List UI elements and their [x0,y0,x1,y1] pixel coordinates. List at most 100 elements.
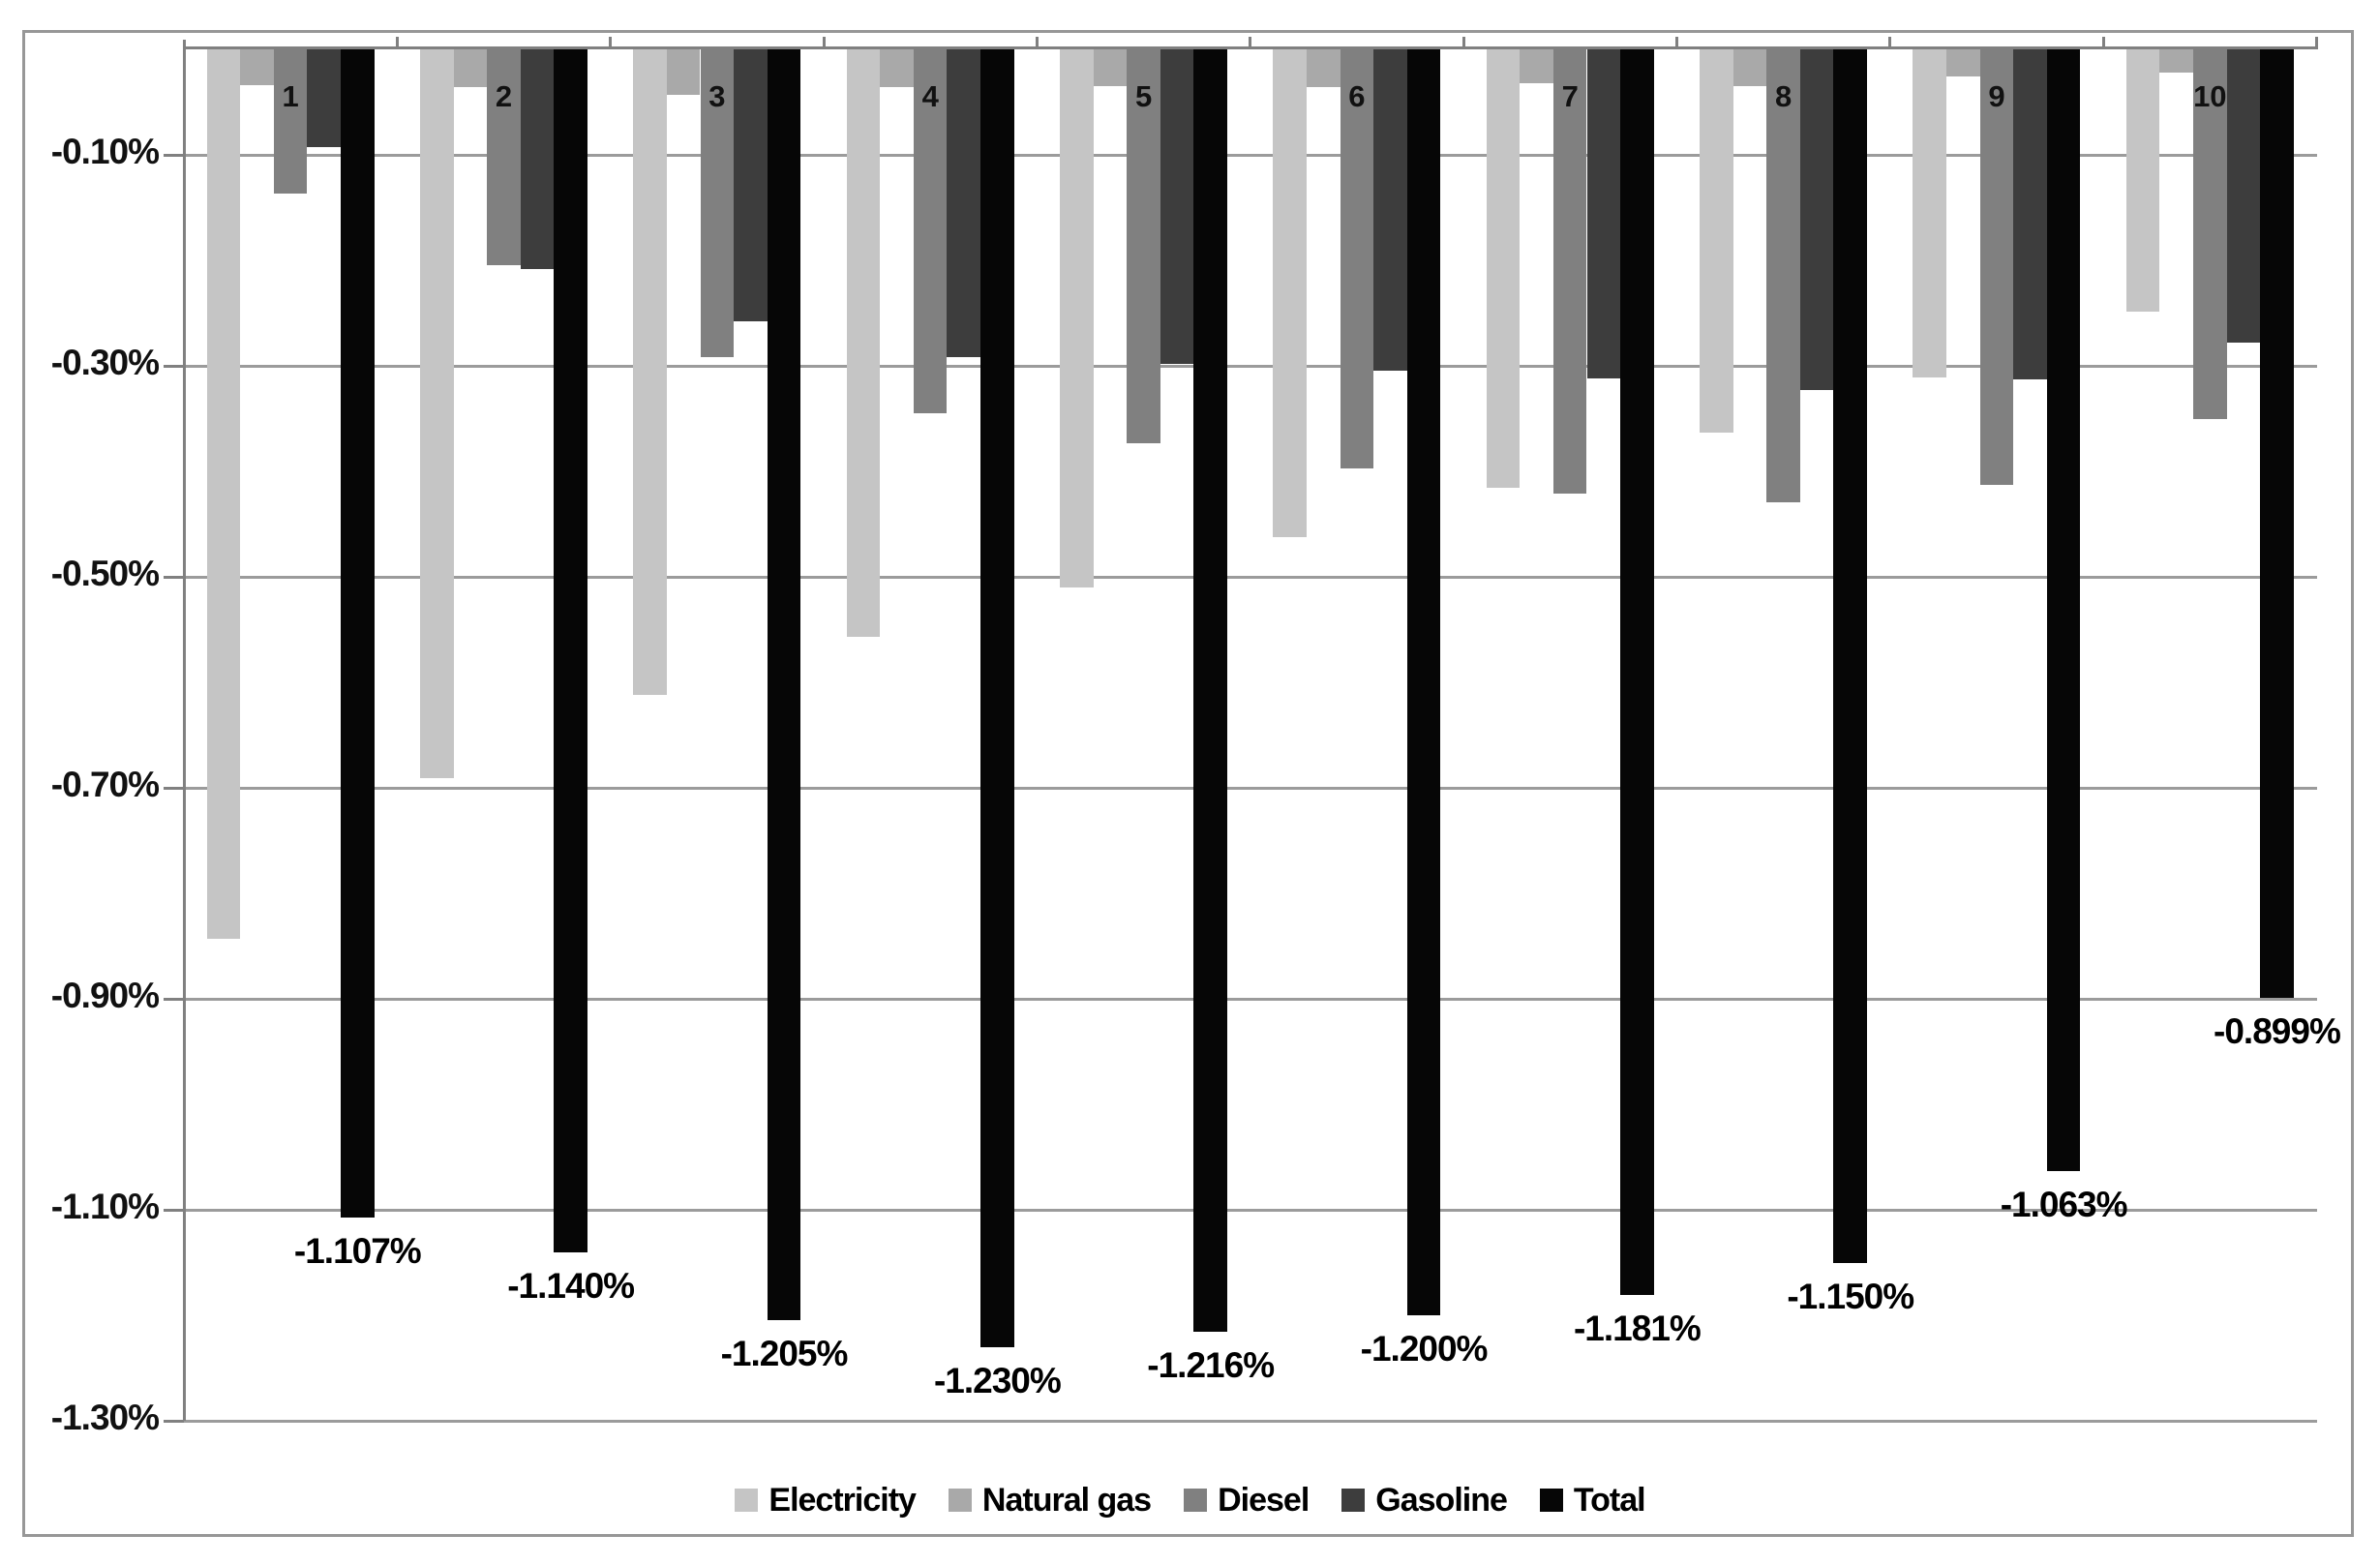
bar-diesel [700,49,735,358]
bar-diesel [1340,49,1374,468]
bar-diesel [913,49,948,414]
bar-total [1833,49,1868,1263]
total-value-label: -1.140% [507,1265,635,1306]
legend-item-total: Total [1539,1482,1646,1520]
bar-natural-gas [1306,49,1341,88]
bar-natural-gas [1520,49,1553,83]
bar-electricity [633,49,667,696]
bar-total [767,49,801,1321]
total-value-label: -0.899% [2214,1010,2341,1051]
group-label: 10 [2193,79,2227,113]
legend: Electricity Natural gas Diesel Gasoline Tota… [0,1473,2380,1527]
group-label: 8 [1775,79,1793,113]
bar-diesel [273,49,308,195]
total-value-label: -1.063% [2000,1184,2128,1224]
y-axis-tick [164,575,184,579]
bar-electricity [1913,49,1946,377]
category-tick [1461,37,1465,49]
bar-electricity [846,49,881,638]
y-axis-label: -0.50% [50,554,160,593]
bar-diesel [1552,49,1587,494]
y-axis-label: -0.90% [50,976,160,1015]
bar-gasoline [947,49,981,358]
total-value-label: -1.181% [1573,1309,1702,1349]
bar-electricity [206,49,241,939]
legend-marker-icon [1184,1489,1208,1512]
category-tick [1035,37,1039,49]
legend-item-electricity: Electricity [735,1481,917,1520]
legend-label: Electricity [768,1481,917,1519]
gridline [184,1419,2317,1423]
bar-diesel [2192,49,2227,419]
gridline [184,153,2317,157]
bar-electricity [1060,49,1094,587]
chart-outer-border [22,30,2354,1537]
bar-electricity [1700,49,1733,433]
bar-natural-gas [453,49,488,88]
gridline [184,997,2317,1001]
bar-gasoline [1160,49,1194,364]
gridline [184,786,2317,790]
bar-natural-gas [2159,49,2193,73]
category-tick [395,37,399,49]
zero-baseline [184,46,2317,49]
legend-marker-icon [735,1489,759,1512]
category-tick [822,37,826,49]
y-axis-label: -0.10% [50,132,160,171]
legend-item-gasoline: Gasoline [1341,1481,1508,1520]
category-tick [1674,37,1678,49]
bar-diesel [487,49,521,266]
bar-gasoline [2013,49,2047,380]
bar-total [2260,49,2294,998]
bar-total [554,49,587,1252]
bar-electricity [1273,49,1307,537]
y-axis-tick [164,364,184,368]
bar-gasoline [734,49,768,322]
category-tick [2101,37,2105,49]
bar-total [341,49,375,1218]
bar-electricity [1486,49,1521,489]
legend-marker-icon [1539,1489,1563,1512]
group-label: 6 [1348,79,1366,113]
bar-natural-gas [1732,49,1767,87]
y-axis-label: -1.10% [50,1187,160,1226]
y-axis-tick [164,786,184,790]
category-tick [2315,37,2318,49]
group-label: 7 [1561,79,1579,113]
y-axis-label: -0.30% [50,343,160,382]
y-axis-tick [164,997,184,1001]
bar-total [1620,49,1654,1296]
total-value-label: -1.230% [933,1360,1062,1400]
legend-item-diesel: Diesel [1184,1481,1310,1520]
legend-marker-icon [1341,1489,1366,1512]
bar-total [980,49,1014,1347]
y-axis-tick [164,1208,184,1212]
y-axis-line [182,40,186,1421]
y-axis-tick [164,1419,184,1423]
group-label: 5 [1134,79,1153,113]
legend-item-natural-gas: Natural gas [948,1481,1152,1520]
total-value-label: -1.216% [1147,1345,1275,1386]
legend-label: Diesel [1218,1481,1310,1519]
bar-gasoline [307,49,341,148]
group-label: 3 [708,79,726,113]
y-axis-tick [164,153,184,157]
total-value-label: -1.205% [720,1334,849,1374]
category-tick [1888,37,1892,49]
legend-label: Natural gas [981,1481,1152,1519]
y-axis-label: -1.30% [50,1398,160,1437]
bar-natural-gas [1093,49,1128,87]
bar-gasoline [2226,49,2261,344]
bar-gasoline [1586,49,1621,379]
group-label: 9 [1988,79,2005,113]
bar-diesel [1979,49,2014,486]
group-label: 1 [282,79,299,113]
gridline [184,575,2317,579]
total-value-label: -1.150% [1787,1276,1914,1316]
bar-natural-gas [666,49,701,95]
bar-natural-gas [880,49,914,88]
bar-diesel [1127,49,1160,443]
legend-label: Gasoline [1375,1481,1508,1519]
bar-electricity [419,49,454,779]
